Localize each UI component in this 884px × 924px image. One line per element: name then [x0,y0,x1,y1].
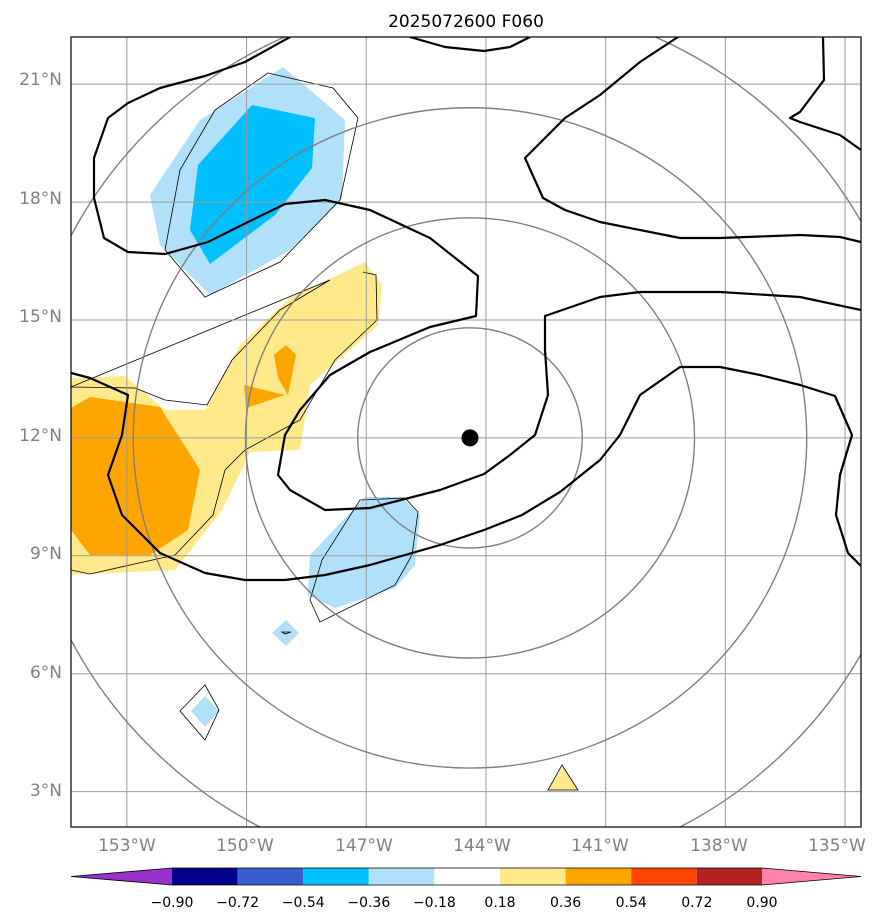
chart-title: 2025072600 F060 [388,12,544,32]
range-rings [71,37,861,827]
lon-tick-label: 150°W [216,836,274,856]
colorbar-segment [237,868,304,885]
colorbar-extend-high [762,868,861,885]
colorbar-segment [303,868,369,885]
thick-contour-west [71,365,861,582]
map-panel [70,36,862,828]
colorbar-tick-label: −0.72 [216,895,259,911]
thick-contour-top [409,37,531,53]
thin-contour-band [71,271,378,575]
colorbar-tick-label: 0.72 [681,895,712,911]
colorbar-tick-label: −0.36 [347,895,390,911]
colorbar-extend-low [71,868,172,885]
colorbar-tick-label: 0.36 [550,895,581,911]
thick-contour-north [92,37,861,512]
lat-tick-label: 9°N [30,544,62,564]
negative-anomaly-speck-1 [272,620,299,646]
lon-tick-label: 144°W [453,836,511,856]
colorbar-segment [434,868,500,885]
colorbar-segment [500,868,566,885]
thin-contour-speck-1 [280,631,292,635]
positive-anomaly-core-tiny [244,385,285,408]
range-ring [357,327,583,549]
thin-contour-speck-2 [179,684,220,741]
thin-contour-layer [71,72,579,791]
lat-tick-label: 3°N [30,781,62,801]
colorbar-tick-label: 0.54 [616,895,647,911]
colorbar-segment [631,868,697,885]
negative-anomaly-region-south [308,497,420,608]
negative-anomaly-speck-2 [191,696,219,727]
range-ring [244,217,696,659]
colorbar-segment [172,868,238,885]
lat-tick-label: 18°N [19,189,62,209]
negative-anomaly-core-north [190,105,315,264]
x-axis: 153°W 150°W 147°W 144°W 141°W 138°W 135°… [98,836,866,856]
thick-contour-northeast [523,37,861,244]
colorbar-outline [70,867,862,886]
y-axis: 21°N 18°N 15°N 12°N 9°N 6°N 3°N [19,70,62,801]
map-frame [70,36,862,828]
thin-contour-south [309,497,419,623]
lat-tick-label: 21°N [19,70,62,90]
positive-anomaly-speck [548,767,578,790]
colorbar-tick-label: −0.90 [151,895,194,911]
storm-center-marker [461,429,479,447]
lon-tick-label: 135°W [808,836,866,856]
lat-tick-label: 6°N [30,663,62,683]
lon-tick-label: 138°W [690,836,748,856]
colorbar-tick-label: −0.18 [413,895,456,911]
colorbar-tick-label: 0.18 [484,895,515,911]
colorbar-tick-label: 0.90 [746,895,777,911]
lon-tick-label: 153°W [98,836,156,856]
thin-contour-speck-3 [547,764,579,791]
colorbar: −0.90 −0.72 −0.54 −0.36 −0.18 0.18 0.36 … [70,867,862,911]
lat-tick-label: 12°N [19,426,62,446]
lon-tick-label: 141°W [571,836,629,856]
lon-tick-label: 147°W [335,836,393,856]
colorbar-segment [696,868,763,885]
shaded-field-layer [71,67,578,790]
thin-contour-north [164,72,359,298]
thick-contour-layer [71,37,861,582]
range-ring [132,107,808,769]
thick-contour-northeast-edge [788,37,861,151]
colorbar-segment [368,868,435,885]
colorbar-segment [565,868,632,885]
positive-anomaly-core-small [274,345,296,395]
colorbar-tick-label: −0.54 [282,895,325,911]
lat-tick-label: 15°N [19,307,62,327]
